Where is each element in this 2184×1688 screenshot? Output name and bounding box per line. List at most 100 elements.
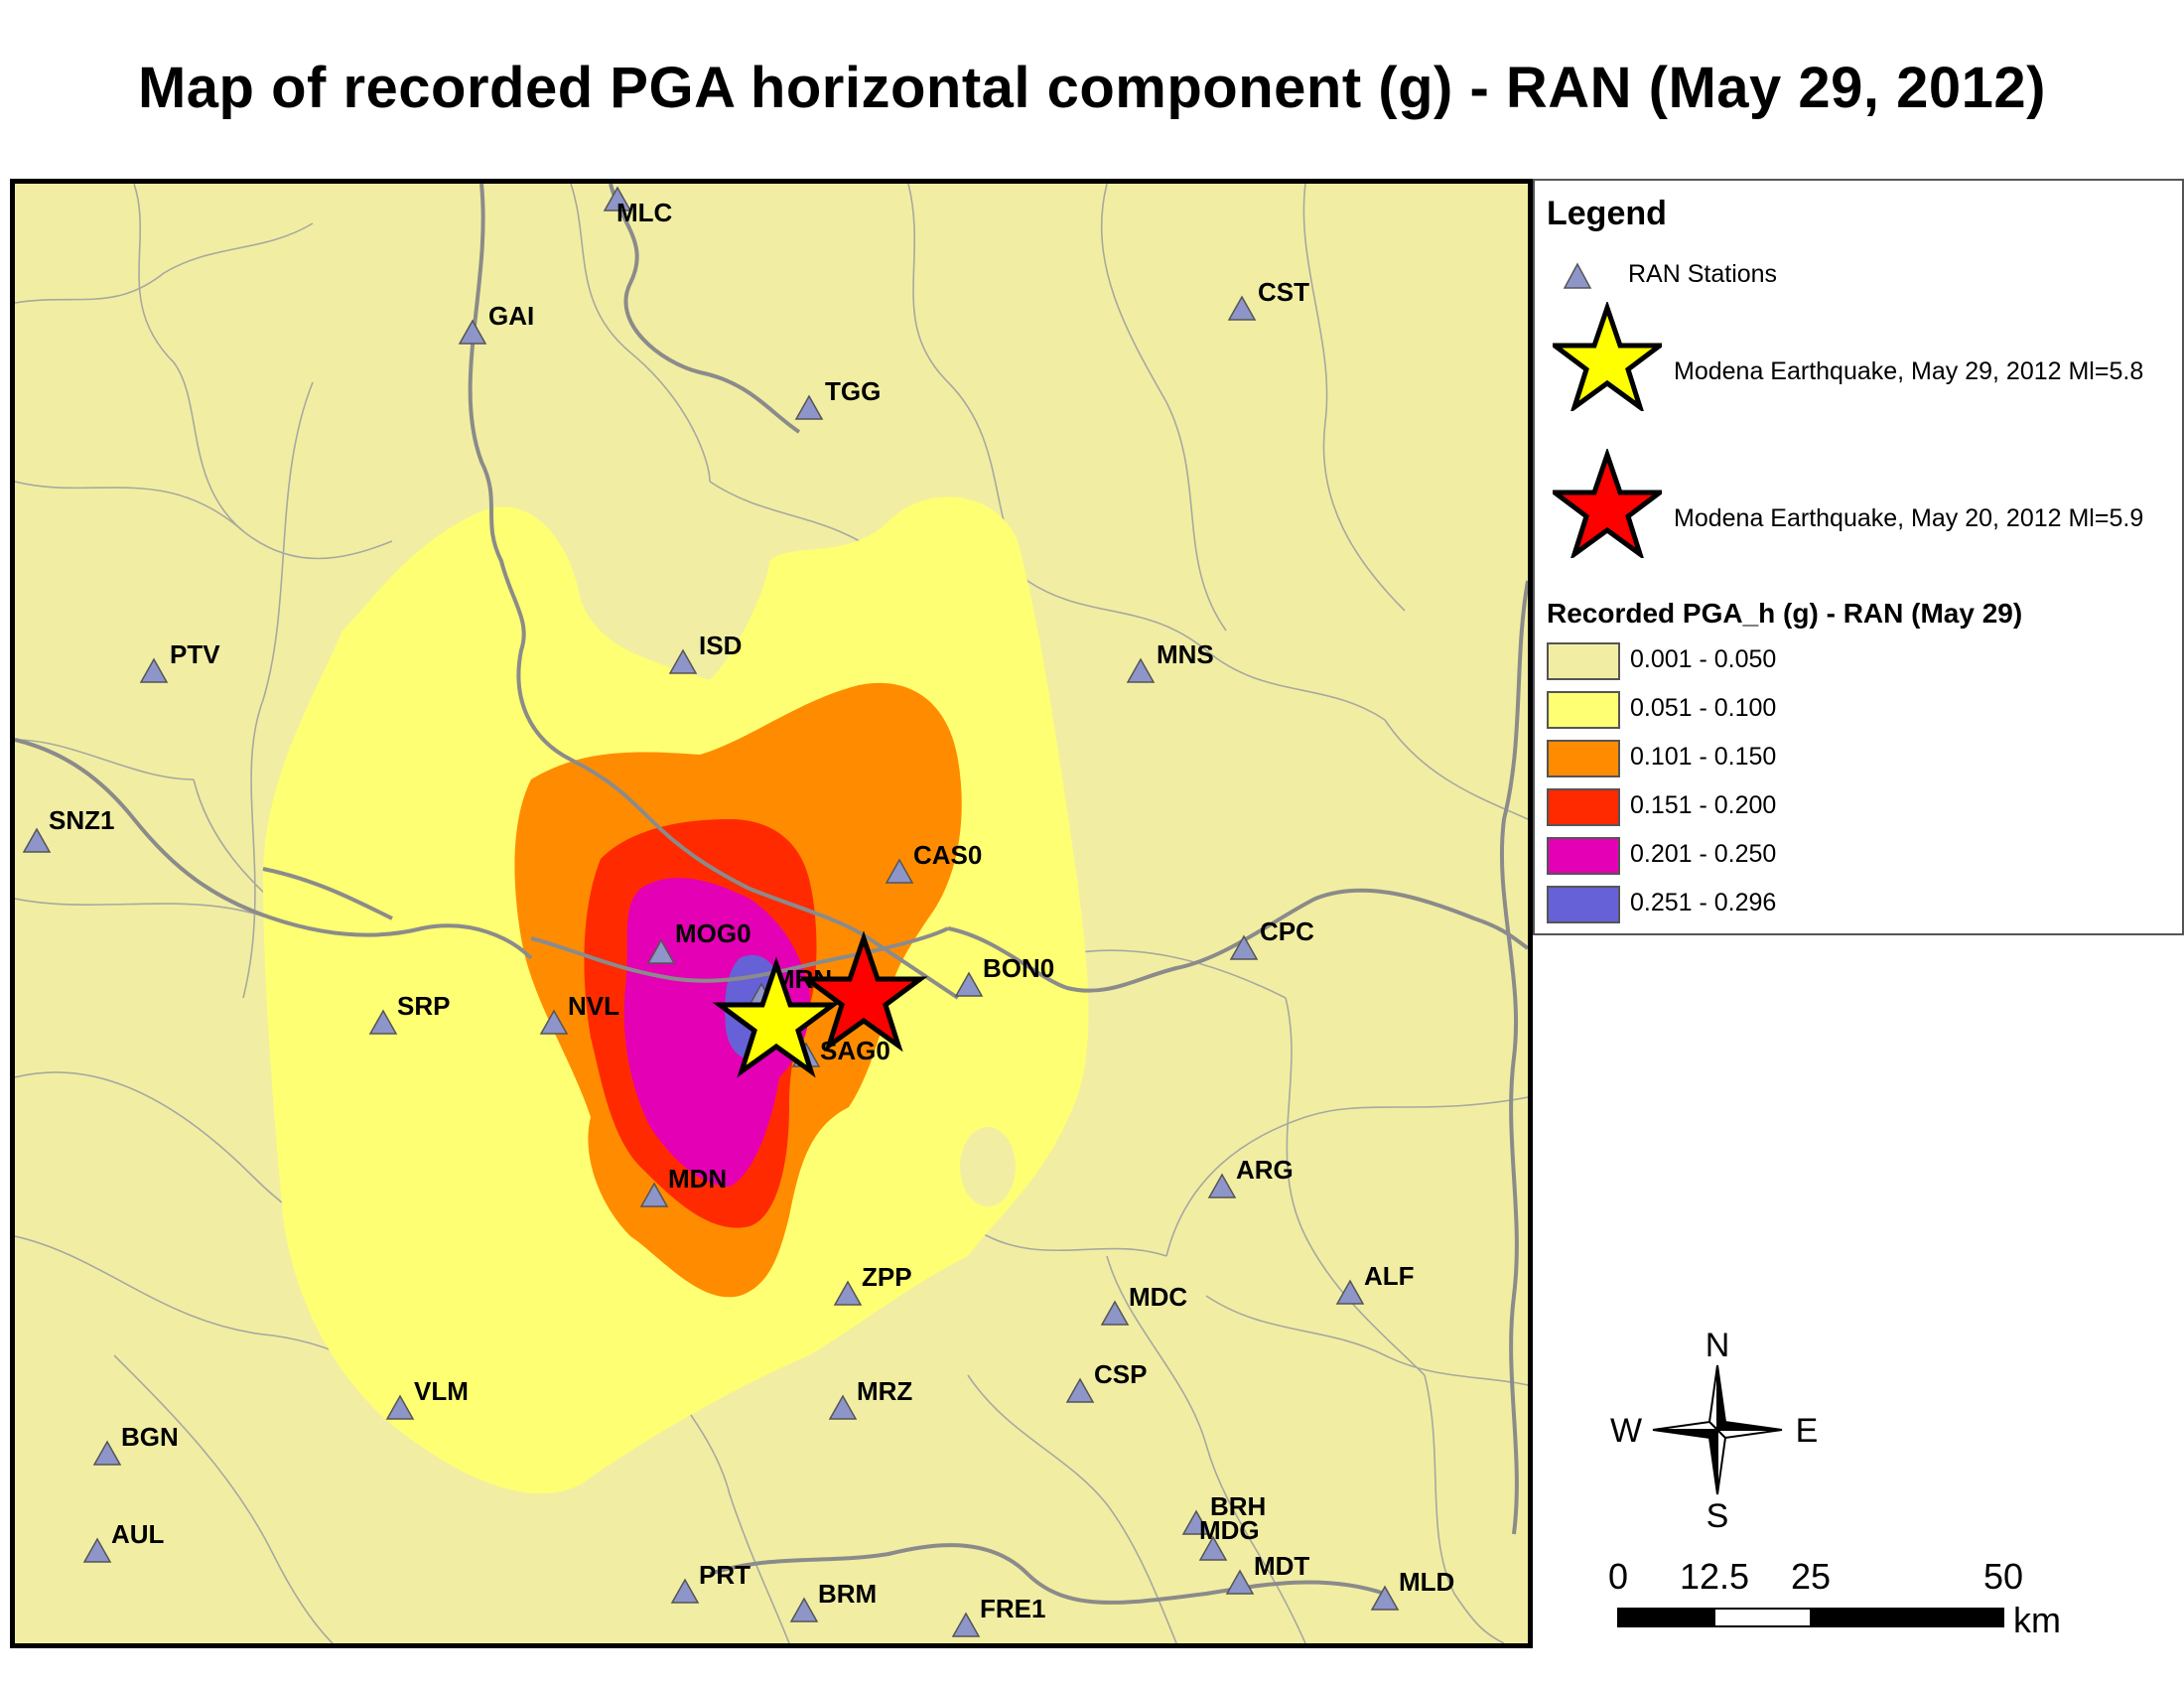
station-fre1[interactable]: FRE1 <box>951 1594 1045 1637</box>
map-frame[interactable]: MLC GAI TGG CST PTV ISD MNS SNZ1 CAS0 MOG0 CPC BON0… <box>10 179 1533 1648</box>
station-triangle-icon[interactable] <box>1126 657 1156 683</box>
station-triangle-icon[interactable] <box>1227 295 1257 321</box>
pga-contours[interactable] <box>263 496 1089 1494</box>
station-mdn[interactable]: MDN <box>639 1164 727 1207</box>
station-cst[interactable]: CST <box>1227 277 1309 321</box>
compass-rose-icon <box>1652 1364 1783 1495</box>
station-brh[interactable]: BRH <box>1181 1491 1266 1535</box>
station-triangle-icon[interactable] <box>794 394 824 420</box>
scale-bar: 0 12.5 25 50 km <box>1608 1556 2061 1640</box>
station-mlc[interactable]: MLC <box>603 186 673 227</box>
station-srp[interactable]: SRP <box>368 991 450 1035</box>
station-csp[interactable]: CSP <box>1065 1359 1147 1403</box>
station-bon0[interactable]: BON0 <box>954 953 1054 997</box>
station-bgn[interactable]: BGN <box>92 1422 179 1466</box>
station-triangle-icon[interactable] <box>828 1394 858 1420</box>
station-triangle-icon[interactable] <box>603 186 632 211</box>
station-triangle-icon <box>1563 262 1592 289</box>
station-triangle-icon[interactable] <box>92 1440 122 1466</box>
compass-s: S <box>1706 1497 1729 1529</box>
map-title: Map of recorded PGA horizontal component… <box>137 56 2046 120</box>
station-triangle-icon[interactable] <box>1065 1377 1095 1403</box>
station-triangle-icon[interactable] <box>1198 1535 1228 1561</box>
station-nvl[interactable]: NVL <box>539 991 619 1035</box>
epicenter-may-20-star[interactable] <box>799 930 928 1053</box>
station-alf[interactable]: ALF <box>1335 1261 1415 1305</box>
legend-swatch-5 <box>1547 886 1620 923</box>
station-cas0[interactable]: CAS0 <box>885 840 982 884</box>
epicenter-may-29-star[interactable] <box>712 956 841 1078</box>
legend-class-label-4: 0.201 - 0.250 <box>1630 840 1777 868</box>
station-label: MOG0 <box>675 918 751 948</box>
station-triangle-icon[interactable] <box>539 1009 569 1035</box>
station-label: BRM <box>818 1579 877 1609</box>
station-triangle-icon[interactable] <box>670 1578 700 1604</box>
station-mog0[interactable]: MOG0 <box>646 918 751 964</box>
station-triangle-icon[interactable] <box>885 858 914 884</box>
map-canvas[interactable]: MLC GAI TGG CST PTV ISD MNS SNZ1 CAS0 MOG0 CPC BON0… <box>15 184 1528 1643</box>
station-triangle-icon[interactable] <box>1181 1509 1211 1535</box>
station-triangle-icon[interactable] <box>368 1009 398 1035</box>
station-brm[interactable]: BRM <box>789 1579 877 1622</box>
station-label: FRE1 <box>980 1594 1045 1623</box>
station-label: BGN <box>121 1422 179 1452</box>
station-mdg[interactable]: MDG <box>1198 1515 1260 1561</box>
station-triangle-icon[interactable] <box>639 1182 669 1207</box>
station-triangle-icon[interactable] <box>833 1280 863 1306</box>
station-triangle-icon[interactable] <box>954 971 984 997</box>
scale-tick-2: 25 <box>1791 1556 1831 1597</box>
station-triangle-icon[interactable] <box>385 1394 415 1420</box>
station-triangle-icon[interactable] <box>458 319 487 345</box>
legend-swatch-2 <box>1547 740 1620 777</box>
station-triangle-icon[interactable] <box>646 938 676 964</box>
station-label: MDN <box>668 1164 727 1194</box>
legend-class-label-0: 0.001 - 0.050 <box>1630 645 1777 673</box>
station-mld[interactable]: MLD <box>1370 1567 1454 1611</box>
station-label: ZPP <box>862 1262 912 1292</box>
station-mdc[interactable]: MDC <box>1100 1282 1187 1326</box>
station-cpc[interactable]: CPC <box>1229 916 1314 960</box>
station-triangle-icon[interactable] <box>1335 1279 1365 1305</box>
station-snz1[interactable]: SNZ1 <box>22 805 114 853</box>
station-triangle-icon[interactable] <box>951 1612 981 1637</box>
station-triangle-icon[interactable] <box>22 827 52 853</box>
station-triangle-icon[interactable] <box>1100 1300 1130 1326</box>
station-triangle-icon[interactable] <box>82 1537 112 1563</box>
station-vlm[interactable]: VLM <box>385 1376 469 1420</box>
station-gai[interactable]: GAI <box>458 301 534 345</box>
station-triangle-icon[interactable] <box>1229 934 1259 960</box>
station-label: MNS <box>1157 639 1214 669</box>
station-mns[interactable]: MNS <box>1126 639 1214 683</box>
station-label: MLC <box>616 198 673 227</box>
station-prt[interactable]: PRT <box>670 1560 751 1604</box>
station-triangle-icon[interactable] <box>668 648 698 674</box>
compass-w: W <box>1610 1412 1642 1450</box>
station-mrz[interactable]: MRZ <box>828 1376 912 1420</box>
epicenter-markers[interactable] <box>712 930 928 1078</box>
station-triangle-icon[interactable] <box>1370 1585 1400 1611</box>
station-triangle-icon[interactable] <box>1207 1173 1237 1198</box>
station-triangle-icon[interactable] <box>1225 1569 1255 1595</box>
station-label: CSP <box>1094 1359 1147 1389</box>
station-arg[interactable]: ARG <box>1207 1155 1294 1198</box>
station-isd[interactable]: ISD <box>668 631 742 674</box>
station-triangle-icon[interactable] <box>789 1597 819 1622</box>
station-label: BON0 <box>983 953 1054 983</box>
station-label: MLD <box>1399 1567 1454 1597</box>
station-zpp[interactable]: ZPP <box>833 1262 912 1306</box>
station-tgg[interactable]: TGG <box>794 376 881 420</box>
station-layer[interactable]: MLC GAI TGG CST PTV ISD MNS SNZ1 CAS0 MOG0 CPC BON0… <box>22 186 1454 1637</box>
legend-swatch-3 <box>1547 788 1620 826</box>
station-aul[interactable]: AUL <box>82 1519 165 1563</box>
station-mdt[interactable]: MDT <box>1225 1551 1309 1595</box>
station-ptv[interactable]: PTV <box>139 639 220 683</box>
station-triangle-icon[interactable] <box>139 657 169 683</box>
compass-n: N <box>1706 1327 1730 1364</box>
pga-zone-0.201-0.250[interactable] <box>623 878 810 1187</box>
station-label: PTV <box>170 639 220 669</box>
station-label: CST <box>1258 277 1309 307</box>
red-star-icon <box>1553 449 1662 558</box>
station-label: VLM <box>414 1376 469 1406</box>
pga-zone-island <box>960 1127 1016 1206</box>
scale-tick-0: 0 <box>1608 1556 1628 1597</box>
